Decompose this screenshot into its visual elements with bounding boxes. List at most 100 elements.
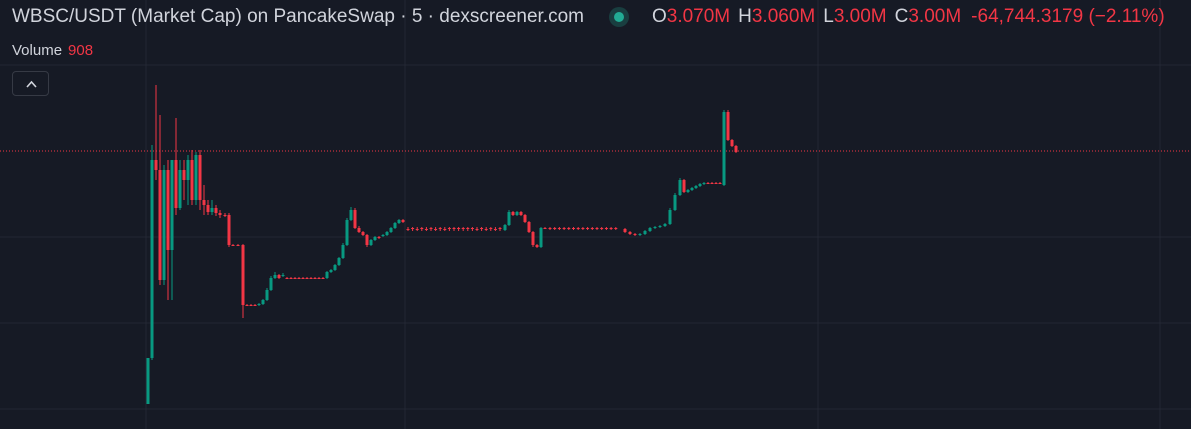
candle-body (623, 229, 627, 232)
candle-body (694, 186, 698, 188)
candle-body (305, 278, 309, 279)
candle-body (722, 112, 726, 185)
candle-body (202, 200, 206, 205)
candle-body (349, 210, 353, 220)
candle-body (548, 228, 552, 229)
candle-body (190, 160, 194, 200)
candle-body (653, 227, 657, 228)
candle-body (301, 278, 305, 279)
candle-body (543, 228, 547, 229)
candle-body (706, 183, 710, 184)
title: WBSC/USDT (Market Cap) on PancakeSwap · … (12, 6, 584, 27)
candle-body (519, 212, 523, 215)
candle-body (668, 210, 672, 224)
candle-body (406, 229, 410, 230)
candle-body (503, 225, 507, 230)
candle-body (690, 188, 694, 190)
candle-body (411, 228, 415, 229)
candle-body (553, 228, 557, 229)
candle-body (511, 212, 515, 215)
candle-body (293, 278, 297, 279)
candle-body (586, 228, 590, 229)
candle-body (397, 220, 401, 223)
candle-body (253, 305, 257, 306)
candle-body (218, 213, 222, 215)
candle-body (420, 228, 424, 229)
candle-body (576, 228, 580, 229)
candle-body (329, 270, 333, 272)
high: 3.060M (751, 6, 816, 27)
candle-body (726, 112, 730, 140)
candle-body (206, 205, 210, 212)
candle-body (231, 245, 235, 246)
candle-body (249, 305, 253, 306)
candle-body (321, 278, 325, 279)
candle-body (415, 229, 419, 230)
volume-label: Volume (12, 42, 63, 59)
candle-body (361, 232, 365, 235)
candle-body (498, 228, 502, 229)
candle-body (452, 228, 456, 229)
header: WBSC/USDT (Market Cap) on PancakeSwap · … (12, 6, 1165, 28)
candle-body (734, 146, 738, 152)
candle-body (357, 228, 361, 232)
candle-body (572, 228, 575, 229)
candle-body (531, 232, 535, 245)
candle-body (313, 278, 317, 279)
candle-body (393, 223, 397, 228)
candle-body (198, 155, 202, 200)
candle-body (461, 228, 465, 229)
candle-body (261, 300, 265, 304)
candle-body (673, 195, 677, 210)
candle-body (447, 228, 451, 229)
candle-body (158, 170, 162, 280)
candle-body (194, 155, 198, 200)
candle-body (353, 210, 357, 228)
candle-body (628, 232, 632, 234)
candle-body (698, 184, 702, 186)
candle-body (178, 170, 182, 208)
candles (146, 85, 738, 404)
low-label: L (823, 6, 834, 27)
candle-body (166, 170, 170, 250)
candle-body (369, 240, 373, 245)
candle-body (562, 228, 566, 229)
candle-body (341, 245, 345, 258)
candle-body (424, 229, 428, 230)
collapse-button[interactable] (12, 71, 49, 96)
candle-body (285, 278, 289, 279)
candle-body (223, 215, 227, 216)
candle-body (214, 208, 218, 213)
candle-body (443, 229, 447, 230)
candle-body (182, 170, 186, 180)
candle-body (434, 229, 438, 230)
candle-body (484, 229, 488, 230)
candle-body (523, 215, 527, 222)
low: 3.00M (833, 6, 887, 27)
change: -64,744.3179 (−2.11%) (971, 6, 1165, 27)
candle-body (146, 358, 150, 404)
candle-body (470, 228, 474, 229)
candle-body (648, 228, 652, 231)
status-dot (613, 12, 624, 22)
candle-body (381, 235, 385, 236)
open: 3.070M (666, 6, 731, 27)
candle-body (457, 228, 461, 229)
candle-body (557, 228, 561, 229)
candle-body (257, 304, 261, 305)
candle-body (429, 228, 433, 229)
candle-body (539, 228, 543, 247)
candle-body (281, 275, 285, 276)
candle-body (604, 228, 608, 229)
candle-body (567, 228, 571, 229)
candle-body (277, 275, 281, 278)
candle-body (162, 170, 166, 280)
chevron-icon (26, 80, 37, 88)
candle-body (389, 228, 393, 232)
candle-body (515, 212, 519, 215)
candle-body (345, 220, 349, 245)
candle-body (210, 208, 214, 212)
candle-body (643, 231, 647, 234)
candle-body (466, 228, 470, 229)
